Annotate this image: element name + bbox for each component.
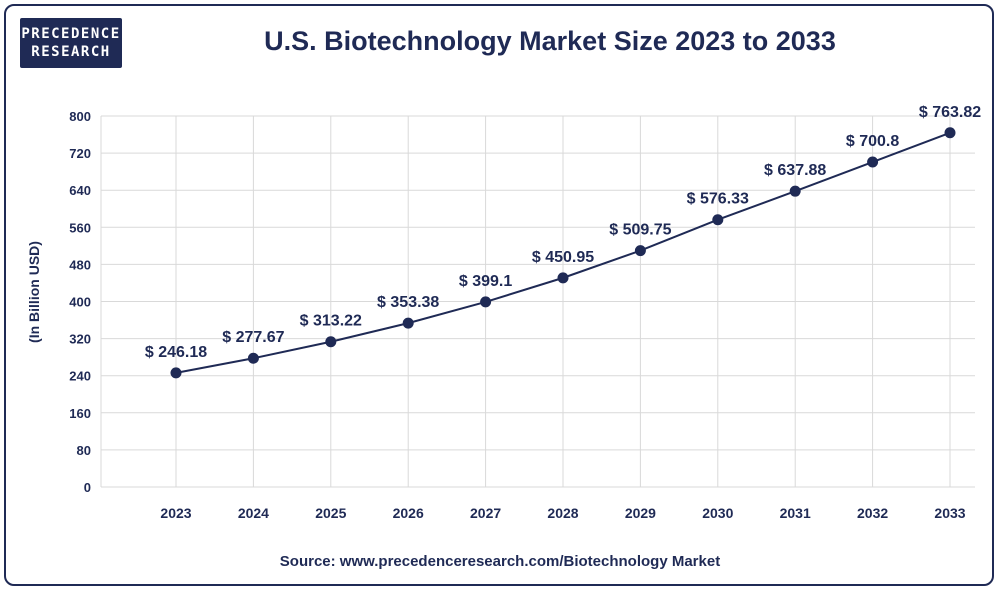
source-note: Source: www.precedenceresearch.com/Biote…: [279, 553, 721, 570]
y-tick-label: 480: [69, 257, 91, 272]
x-tick-label: 2024: [238, 505, 269, 521]
data-point: [402, 317, 414, 329]
data-label: $ 277.67: [222, 329, 284, 346]
data-label: $ 399.1: [459, 273, 512, 290]
logo-line-2: RESEARCH: [31, 44, 111, 60]
data-label: $ 353.38: [377, 294, 439, 311]
y-tick-label: 320: [69, 332, 91, 347]
y-tick-label: 800: [69, 109, 91, 124]
data-point: [557, 272, 569, 284]
data-point: [634, 245, 646, 257]
logo-line-1: PRECEDENCE: [21, 26, 121, 42]
x-tick-label: 2028: [547, 505, 578, 521]
x-tick-label: 2027: [470, 505, 501, 521]
chart-title: U.S. Biotechnology Market Size 2023 to 2…: [264, 26, 836, 56]
data-label: $ 763.82: [919, 104, 981, 121]
chart-frame: [4, 4, 994, 586]
data-label: $ 246.18: [145, 344, 207, 361]
y-tick-label: 240: [69, 369, 91, 384]
data-point: [944, 127, 956, 139]
x-tick-label: 2026: [393, 505, 424, 521]
data-label: $ 450.95: [532, 249, 594, 266]
data-label: $ 576.33: [687, 191, 749, 208]
data-point: [170, 367, 182, 379]
data-point: [789, 185, 801, 197]
x-tick-label: 2033: [934, 505, 965, 521]
y-tick-label: 720: [69, 146, 91, 161]
data-label: $ 509.75: [609, 222, 671, 239]
data-label: $ 700.8: [846, 133, 899, 150]
data-label: $ 637.88: [764, 162, 826, 179]
x-tick-label: 2030: [702, 505, 733, 521]
data-point: [867, 156, 879, 168]
x-tick-label: 2023: [160, 505, 191, 521]
x-tick-label: 2025: [315, 505, 346, 521]
brand-logo: PRECEDENCE RESEARCH: [20, 18, 122, 68]
y-tick-label: 640: [69, 183, 91, 198]
y-tick-label: 80: [77, 443, 91, 458]
x-tick-label: 2031: [780, 505, 811, 521]
data-point: [325, 336, 337, 348]
y-tick-label: 0: [84, 480, 91, 495]
y-tick-label: 160: [69, 406, 91, 421]
y-tick-label: 400: [69, 295, 91, 310]
x-tick-label: 2032: [857, 505, 888, 521]
data-point: [712, 214, 724, 226]
data-point: [247, 352, 259, 364]
data-label: $ 313.22: [300, 313, 362, 330]
x-tick-label: 2029: [625, 505, 656, 521]
data-point: [480, 296, 492, 308]
y-tick-label: 560: [69, 220, 91, 235]
